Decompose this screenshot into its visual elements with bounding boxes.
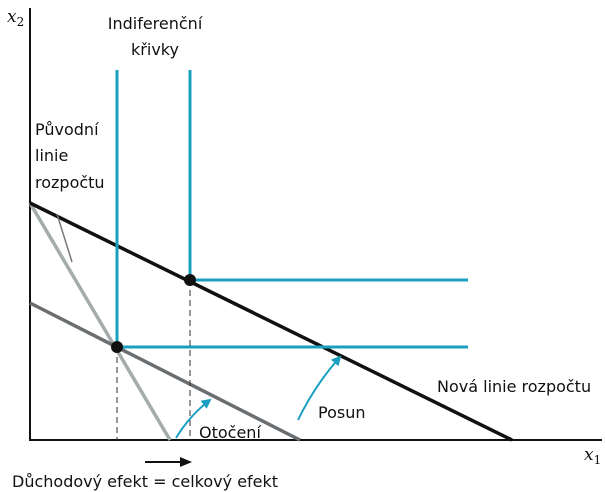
indifference-curve: [115, 70, 468, 349]
label: Původní: [35, 120, 99, 139]
new-budget-line: [29, 201, 513, 442]
label: Nová linie rozpočtu: [437, 377, 591, 396]
optimum-point: [111, 341, 123, 353]
label: linie: [35, 146, 68, 165]
label: křivky: [131, 40, 179, 59]
label: rozpočtu: [35, 173, 105, 192]
label: Indiferenční: [108, 14, 203, 33]
y-axis-label: x2: [7, 7, 24, 29]
label: Posun: [318, 403, 365, 422]
pointer-line: [56, 213, 73, 263]
label: Důchodový efekt = celkový efekt: [12, 472, 278, 491]
shift-arrow: [297, 355, 342, 421]
optimum-point: [184, 274, 196, 286]
rotation-arrow: [175, 398, 212, 439]
label: Otočení: [199, 423, 261, 442]
indifference-curve: [188, 70, 468, 282]
rotated-budget-line: [29, 301, 301, 442]
original-budget-line: [28, 202, 172, 441]
x-axis-label: x1: [584, 445, 601, 467]
